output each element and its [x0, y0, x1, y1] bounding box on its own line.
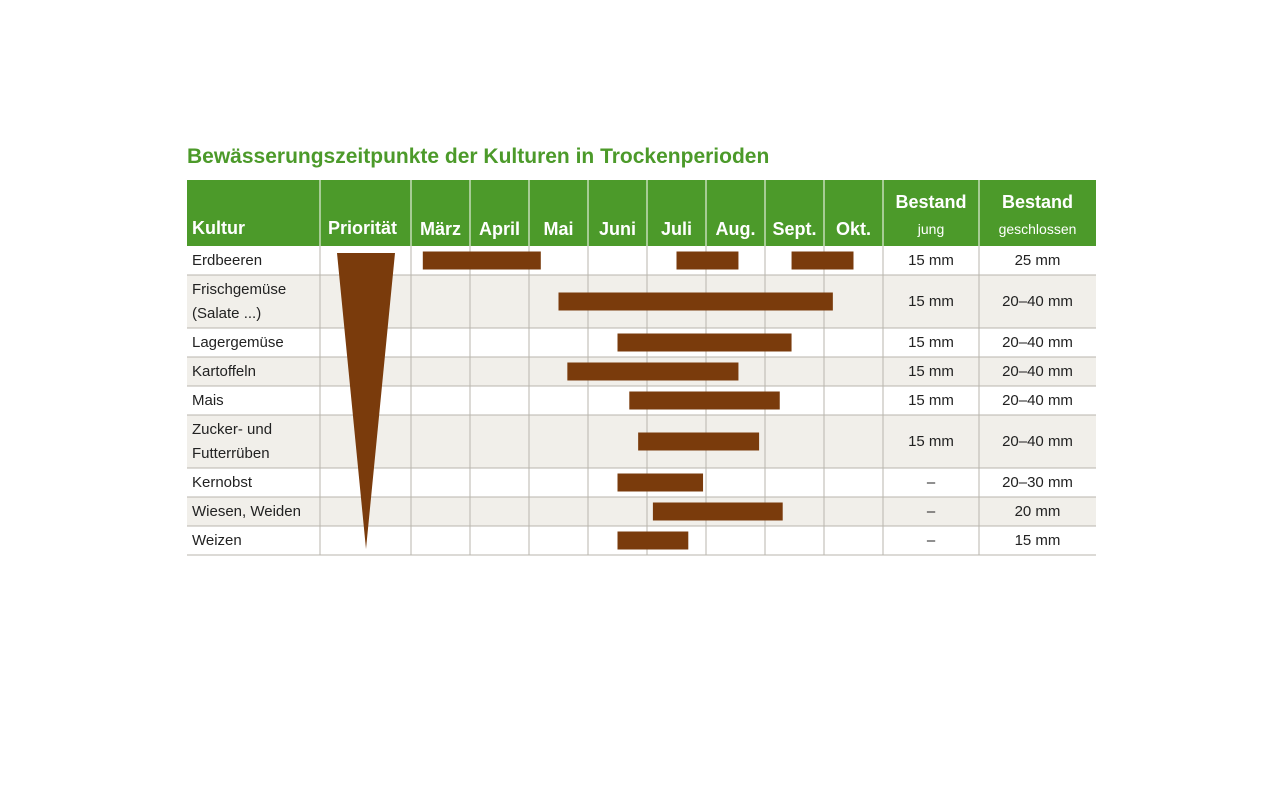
bestand-geschlossen-value: 20–30 mm	[1002, 473, 1073, 491]
gantt-bar	[617, 333, 792, 352]
gantt-bar	[617, 473, 704, 492]
chart-title: Bewässerungszeitpunkte der Kulturen in T…	[187, 145, 770, 168]
month-label: Juli	[661, 219, 692, 239]
kultur-label: (Salate ...)	[192, 304, 262, 322]
header-bestand-jung: Bestand	[895, 192, 967, 212]
bestand-jung-value: 15 mm	[908, 251, 954, 269]
gantt-bar	[422, 251, 541, 270]
bestand-jung-value: 15 mm	[908, 432, 954, 450]
month-label: Aug.	[716, 219, 756, 239]
gantt-bar	[629, 391, 780, 410]
header-bestand-jung-sub: jung	[917, 221, 945, 237]
gantt-bar	[567, 362, 739, 381]
gantt-bar	[617, 531, 689, 550]
kultur-label: Kernobst	[192, 473, 253, 491]
gantt-bar	[558, 292, 833, 311]
kultur-label: Mais	[192, 391, 224, 409]
gantt-bar	[676, 251, 739, 270]
gantt-bar	[638, 432, 760, 451]
bestand-jung-value: –	[926, 473, 936, 491]
header-bestand-geschlossen-sub: geschlossen	[998, 221, 1077, 237]
bestand-geschlossen-value: 20–40 mm	[1002, 292, 1073, 310]
month-label: Okt.	[836, 219, 871, 239]
bestand-jung-value: 15 mm	[908, 292, 954, 310]
month-label: April	[479, 219, 520, 239]
priority-wedge	[337, 253, 395, 549]
bestand-geschlossen-value: 20 mm	[1014, 502, 1061, 520]
header-prioritaet: Priorität	[328, 218, 398, 238]
bestand-geschlossen-value: 20–40 mm	[1002, 432, 1073, 450]
bestand-jung-value: 15 mm	[908, 362, 954, 380]
gantt-bar	[652, 502, 783, 521]
kultur-label: Weizen	[192, 531, 242, 549]
kultur-label: Zucker- und	[192, 420, 273, 438]
header-bestand-geschlossen: Bestand	[1001, 192, 1073, 212]
kultur-label: Wiesen, Weiden	[192, 502, 301, 520]
bestand-geschlossen-value: 20–40 mm	[1002, 362, 1073, 380]
bestand-jung-value: 15 mm	[908, 391, 954, 409]
bestand-geschlossen-value: 25 mm	[1014, 251, 1061, 269]
gantt-bar	[791, 251, 854, 270]
header-kultur: Kultur	[192, 218, 245, 238]
header-background	[187, 180, 1096, 246]
bestand-geschlossen-value: 20–40 mm	[1002, 391, 1073, 409]
kultur-label: Kartoffeln	[192, 362, 256, 380]
month-label: März	[420, 219, 461, 239]
bestand-geschlossen-value: 15 mm	[1014, 531, 1061, 549]
kultur-label: Lagergemüse	[192, 333, 284, 351]
month-label: Sept.	[772, 219, 816, 239]
row-background	[187, 497, 1096, 526]
kultur-label: Futterrüben	[192, 444, 270, 462]
bestand-jung-value: 15 mm	[908, 333, 954, 351]
bestand-jung-value: –	[926, 531, 936, 549]
bestand-jung-value: –	[926, 502, 936, 520]
kultur-label: Erdbeeren	[192, 251, 263, 269]
kultur-label: Frischgemüse	[192, 280, 287, 298]
bestand-geschlossen-value: 20–40 mm	[1002, 333, 1073, 351]
month-label: Juni	[599, 219, 636, 239]
month-label: Mai	[543, 219, 573, 239]
